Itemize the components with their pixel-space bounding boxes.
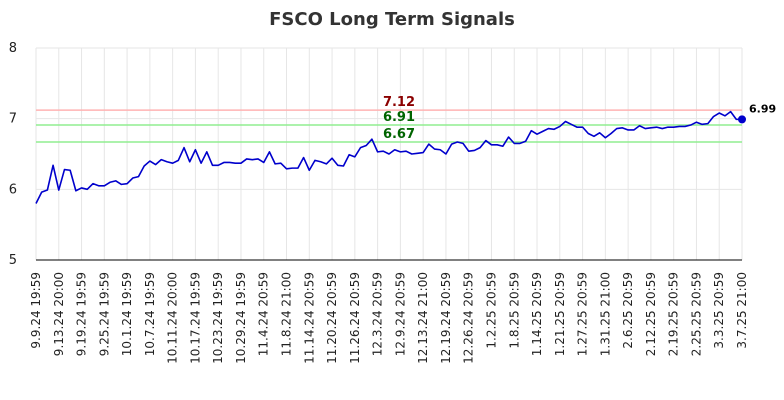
y-tick-label: 6 [9, 182, 17, 197]
signal-label-7.12: 7.12 [383, 95, 415, 110]
x-tick-label: 1.14.25 20:59 [530, 272, 544, 356]
x-tick-label: 12.19.24 20:59 [439, 272, 453, 364]
y-tick-label: 8 [9, 41, 17, 56]
last-value-point [738, 115, 746, 124]
x-tick-label: 1.2.25 20:59 [484, 272, 498, 349]
x-tick-label: 1.31.25 21:00 [598, 272, 612, 356]
x-tick-label: 2.12.25 20:59 [644, 272, 658, 356]
x-tick-label: 9.13.24 20:00 [52, 272, 66, 356]
chart-title: FSCO Long Term Signals [269, 9, 515, 30]
x-tick-label: 3.3.25 20:59 [712, 272, 726, 349]
signal-lines: 7.126.91 6.67 [36, 95, 742, 143]
x-tick-label: 1.27.25 20:59 [576, 272, 590, 356]
x-tick-label: 12.9.24 20:59 [393, 272, 407, 356]
x-tick-label: 10.1.24 19:59 [120, 272, 134, 356]
signal-label-6.67: 6.67 [383, 127, 415, 142]
x-tick-label: 3.7.25 21:00 [735, 272, 749, 349]
x-tick-label: 10.7.24 19:59 [143, 272, 157, 356]
x-axis-ticks: 9.9.24 19:59 9.13.24 20:00 9.19.24 19:59 9.… [29, 272, 749, 364]
x-tick-label: 9.25.24 19:59 [97, 272, 111, 356]
x-tick-label: 1.21.25 20:59 [553, 272, 567, 356]
x-tick-label: 2.19.25 20:59 [667, 272, 681, 356]
x-tick-label: 2.6.25 20:59 [621, 272, 635, 349]
x-tick-label: 11.4.24 20:59 [257, 272, 271, 356]
x-tick-label: 10.17.24 19:59 [188, 272, 202, 364]
x-tick-label: 12.26.24 20:59 [462, 272, 476, 364]
x-tick-label: 9.9.24 19:59 [29, 272, 43, 349]
x-tick-label: 10.23.24 19:59 [211, 272, 225, 364]
x-tick-label: 11.20.24 20:59 [325, 272, 339, 364]
x-tick-label: 9.19.24 19:59 [75, 272, 89, 356]
x-tick-label: 2.25.25 20:59 [689, 272, 703, 356]
x-tick-label: 12.3.24 20:59 [371, 272, 385, 356]
signal-label-6.91: 6.91 [383, 110, 415, 125]
y-tick-label: 7 [9, 112, 17, 127]
x-tick-label: 11.8.24 21:00 [280, 272, 294, 356]
y-tick-label: 5 [9, 253, 17, 268]
x-tick-label: 11.14.24 20:59 [302, 272, 316, 364]
y-axis-ticks: 5 6 7 8 [9, 41, 17, 268]
x-tick-label: 10.11.24 20:00 [166, 272, 180, 364]
last-value-label: 6.99 [749, 102, 776, 115]
x-tick-label: 10.29.24 19:59 [234, 272, 248, 364]
x-tick-label: 1.8.25 20:59 [507, 272, 521, 349]
price-series-line [35, 110, 742, 204]
x-tick-label: 11.26.24 20:59 [348, 272, 362, 364]
x-tick-label: 12.13.24 21:00 [416, 272, 430, 364]
